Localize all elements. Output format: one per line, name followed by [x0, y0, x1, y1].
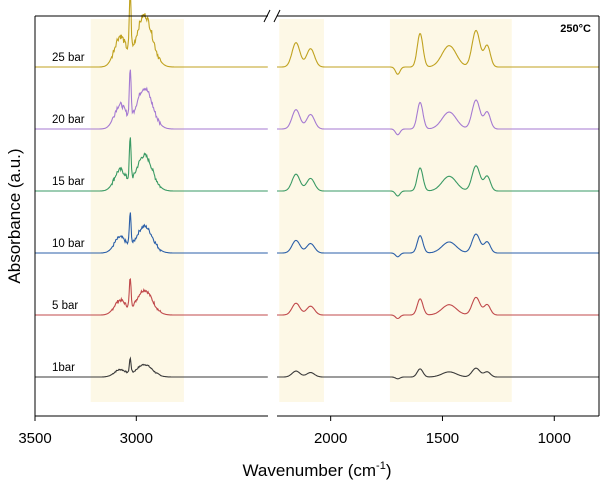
- x-axis-label-sup: -1: [376, 460, 386, 472]
- series-line-15bar-seg1: [35, 137, 268, 192]
- x-axis-label: Wavenumber (cm-1): [243, 460, 392, 480]
- series-line-10bar-seg2: [277, 233, 599, 258]
- x-tick-label-1500: 1500: [426, 430, 459, 447]
- series-labels: 1bar 5 bar 10 bar 15 bar 20 bar 25 bar: [52, 52, 85, 374]
- highlight-band-3: [389, 19, 512, 402]
- series-label-25bar: 25 bar: [52, 52, 85, 64]
- series-label-5bar: 5 bar: [52, 300, 78, 312]
- y-axis-label: Absorbance (a.u.): [5, 148, 24, 283]
- series-line-20bar-seg2: [277, 99, 599, 136]
- highlight-bands: [90, 19, 512, 402]
- axis-break-mark-1: [263, 9, 271, 23]
- series-line-20bar-seg1: [35, 69, 268, 130]
- series-label-10bar: 10 bar: [52, 238, 85, 250]
- x-ticks: 3500 3000 2000 1500 1000: [18, 416, 571, 447]
- series-label-20bar: 20 bar: [52, 114, 85, 126]
- series-line-5bar-seg1: [35, 277, 268, 316]
- x-tick-label-3000: 3000: [120, 430, 153, 447]
- series-line-25bar-seg2: [277, 29, 599, 75]
- series-label-1bar: 1bar: [52, 362, 75, 374]
- x-tick-label-2000: 2000: [314, 430, 347, 447]
- annotation-temperature: 250°C: [560, 23, 591, 35]
- series-line-5bar-seg2: [277, 296, 599, 320]
- x-axis-label-main: Wavenumber (cm: [243, 461, 377, 480]
- x-tick-label-1000: 1000: [538, 430, 571, 447]
- axis-break-mark-2: [273, 9, 281, 23]
- series-line-1bar-seg2: [277, 367, 599, 380]
- series-line-25bar-seg1: [35, 0, 268, 68]
- spectra-lines: [35, 0, 599, 380]
- series-label-15bar: 15 bar: [52, 176, 85, 188]
- series-line-1bar-seg1: [35, 356, 268, 378]
- plot-frame: [34, 9, 600, 417]
- x-tick-label-3500: 3500: [18, 430, 51, 447]
- highlight-band-2: [279, 19, 324, 402]
- highlight-band-1: [90, 19, 184, 402]
- x-axis-label-end: ): [386, 461, 392, 480]
- series-line-10bar-seg1: [35, 212, 268, 254]
- series-line-15bar-seg2: [277, 165, 599, 197]
